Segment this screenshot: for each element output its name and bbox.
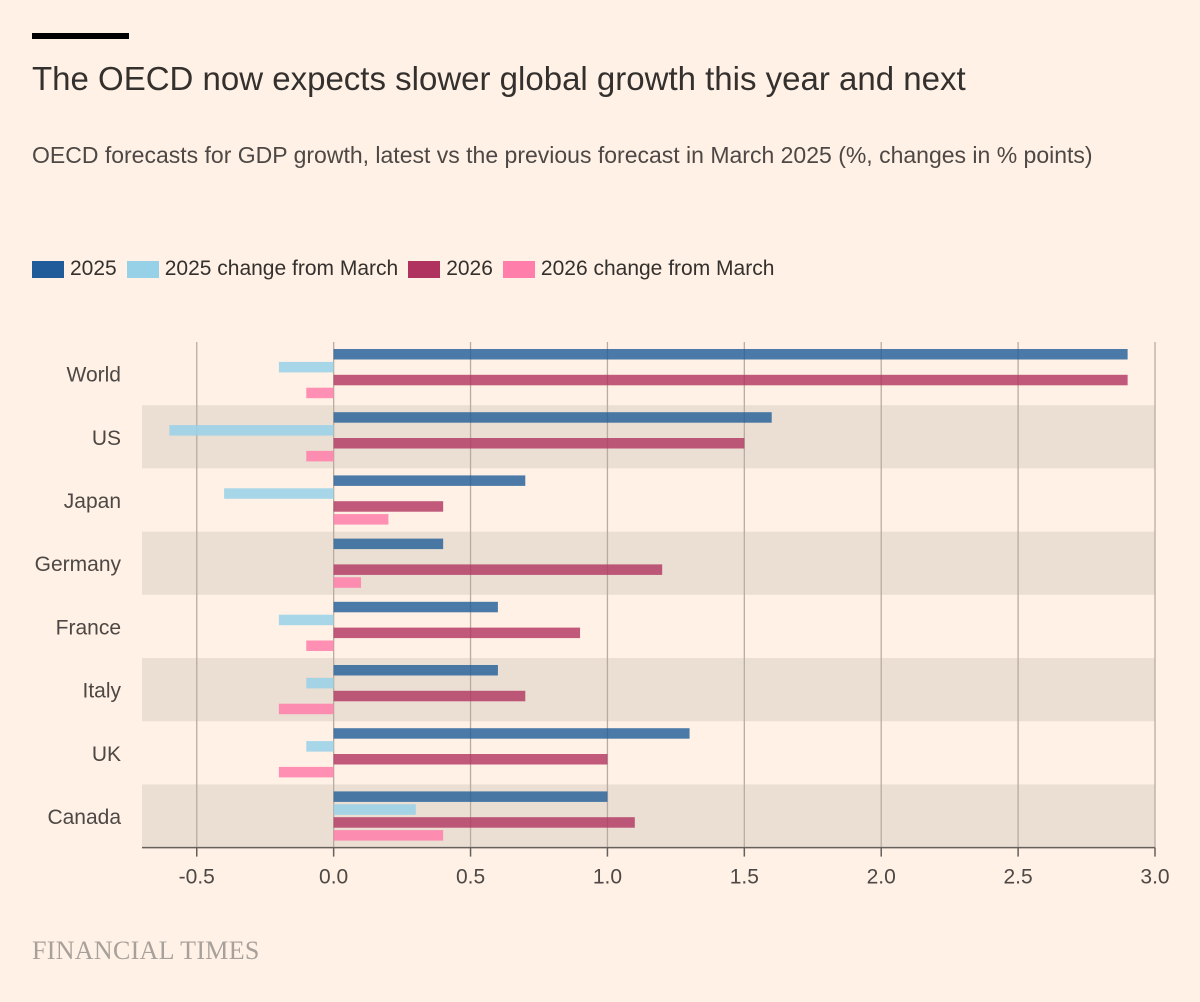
x-tick-label: 1.5 xyxy=(730,866,759,889)
bar-world-2 xyxy=(333,374,1128,386)
bar-world-3 xyxy=(306,387,334,399)
legend-label-2025: 2025 xyxy=(70,257,117,280)
legend-item-2026: 2026 xyxy=(408,257,493,281)
x-tick-label: -0.5 xyxy=(179,866,215,889)
x-tick-label: 2.5 xyxy=(1004,866,1033,889)
row-band xyxy=(142,784,1155,848)
legend-label-2025-change: 2025 change from March xyxy=(164,257,399,280)
legend-label-2026-change: 2026 change from March xyxy=(540,257,775,280)
legend-item-2025-change: 2025 change from March xyxy=(126,257,399,281)
bar-us-2 xyxy=(333,438,745,449)
category-label: Canada xyxy=(47,806,121,829)
y-axis-labels: World US Japan Germany France Italy UK Canada xyxy=(35,364,122,829)
category-label: Japan xyxy=(64,490,121,513)
x-tick-label: 2.0 xyxy=(867,866,896,889)
bar-uk-0 xyxy=(333,728,690,739)
bar-canada-2 xyxy=(333,817,635,828)
x-tick-label: 0.5 xyxy=(456,866,485,889)
bar-canada-0 xyxy=(333,791,608,802)
row-bands xyxy=(142,405,1155,848)
bar-germany-2 xyxy=(333,564,663,575)
chart-subtitle: OECD forecasts for GDP growth, latest vs… xyxy=(32,142,1093,168)
bar-uk-1 xyxy=(306,741,334,752)
bar-france-3 xyxy=(306,640,334,651)
bar-germany-0 xyxy=(333,538,444,550)
bar-germany-3 xyxy=(333,577,362,588)
legend: 2025 2025 change from March 2026 2026 ch… xyxy=(32,252,784,286)
bar-italy-1 xyxy=(306,677,334,689)
bar-us-1 xyxy=(169,425,334,436)
bar-world-1 xyxy=(278,361,334,373)
legend-label-2026: 2026 xyxy=(446,257,493,280)
bar-italy-3 xyxy=(278,703,334,715)
bar-us-0 xyxy=(333,412,772,423)
x-axis: -0.5 0.0 0.5 1.0 1.5 2.0 2.5 3.0 xyxy=(142,846,1170,889)
bar-italy-2 xyxy=(333,690,526,702)
category-label: France xyxy=(56,616,121,639)
category-label: Italy xyxy=(82,680,121,703)
category-label: World xyxy=(67,364,121,387)
bar-japan-3 xyxy=(333,514,389,525)
row-band xyxy=(142,531,1155,595)
ft-logo: FINANCIAL TIMES xyxy=(32,936,260,965)
legend-item-2025: 2025 xyxy=(32,257,117,281)
bar-france-0 xyxy=(333,601,498,613)
legend-swatch-2025 xyxy=(32,260,64,278)
x-tick-label: 1.0 xyxy=(593,866,622,889)
bar-italy-0 xyxy=(333,665,498,676)
x-tick-label: 3.0 xyxy=(1140,866,1169,889)
legend-swatch-2026-change xyxy=(502,260,535,278)
bar-japan-1 xyxy=(224,488,334,499)
category-label: Germany xyxy=(35,553,122,576)
legend-item-2026-change: 2026 change from March xyxy=(502,257,775,281)
bars xyxy=(169,349,1128,841)
bar-us-3 xyxy=(306,450,334,462)
top-rule xyxy=(32,33,129,39)
category-label: UK xyxy=(92,743,121,766)
bar-canada-3 xyxy=(333,830,444,841)
bar-france-1 xyxy=(278,614,334,626)
bar-canada-1 xyxy=(333,804,416,815)
legend-swatch-2026 xyxy=(408,260,441,278)
bar-uk-3 xyxy=(278,766,334,778)
bar-france-2 xyxy=(333,627,581,639)
bar-world-0 xyxy=(333,349,1128,360)
bar-japan-0 xyxy=(333,475,526,486)
legend-swatch-2025-change xyxy=(126,260,159,278)
chart-title: The OECD now expects slower global growt… xyxy=(32,60,966,97)
bar-uk-2 xyxy=(333,754,608,765)
category-label: US xyxy=(92,427,121,450)
bar-japan-2 xyxy=(333,501,444,512)
x-tick-label: 0.0 xyxy=(319,866,348,889)
